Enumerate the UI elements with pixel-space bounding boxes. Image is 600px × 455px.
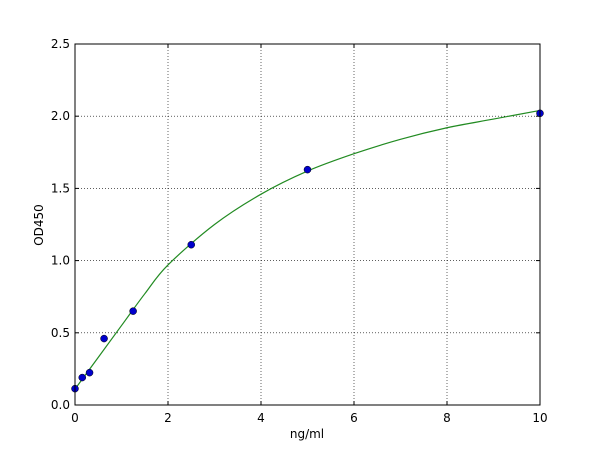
data-point <box>187 240 195 249</box>
grid <box>75 44 540 405</box>
x-tick-label: 10 <box>532 411 547 425</box>
y-tick-label: 1.0 <box>51 254 70 268</box>
x-axis-label: ng/ml <box>290 427 324 441</box>
fit-curve <box>74 109 541 390</box>
x-tick-label: 8 <box>443 411 451 425</box>
plot-frame <box>74 43 541 406</box>
x-tick-label: 4 <box>257 411 265 425</box>
x-tick-label: 6 <box>350 411 358 425</box>
data-point <box>303 165 312 174</box>
ticks: 0 2 4 6 8 10 0.0 0.5 1.0 1.5 2.0 2.5 <box>51 37 548 425</box>
y-tick-label: 2.0 <box>51 109 70 123</box>
y-tick-label: 1.5 <box>51 181 70 195</box>
y-tick-label: 0.5 <box>51 326 70 340</box>
y-tick-label: 2.5 <box>51 37 70 51</box>
x-tick-label: 0 <box>71 411 79 425</box>
data-points <box>71 109 544 393</box>
y-tick-label: 0.0 <box>51 398 70 412</box>
data-point <box>85 368 94 377</box>
data-point <box>129 307 137 315</box>
x-tick-label: 2 <box>164 411 172 425</box>
y-axis-label: OD450 <box>32 204 46 246</box>
data-point <box>100 334 108 343</box>
data-point <box>78 373 87 382</box>
